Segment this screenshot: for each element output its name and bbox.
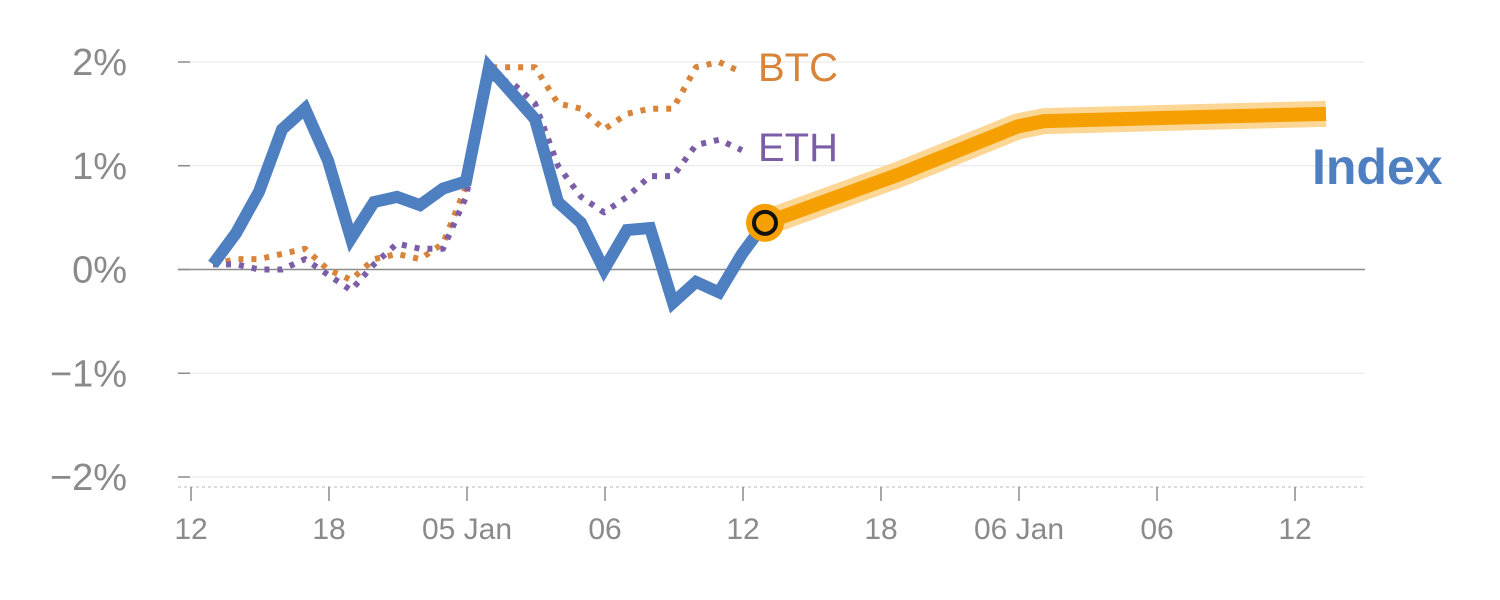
x-tick-label: 12 — [726, 513, 759, 546]
forecast-line — [763, 106, 1327, 230]
x-tick-label: 06 — [1140, 513, 1173, 546]
index-series-label: Index — [1312, 139, 1443, 195]
series-lines — [208, 54, 770, 314]
index-line — [208, 54, 770, 314]
x-tick-label: 12 — [174, 513, 207, 546]
y-axis: 2% 1% 0% −1% −2% — [50, 42, 190, 499]
y-tick-label: 2% — [72, 42, 127, 84]
series-labels: BTC ETH Index — [758, 46, 1443, 195]
forecast-band — [746, 100, 1327, 242]
x-tick-label: 05 Jan — [422, 513, 512, 546]
grid-lines — [178, 61, 1365, 478]
x-tick-label: 18 — [864, 513, 897, 546]
forecast-start-marker — [752, 209, 778, 236]
y-tick-label: −2% — [50, 457, 127, 499]
y-tick-label: −1% — [50, 353, 127, 395]
x-tick-label: 06 Jan — [974, 513, 1064, 546]
forecast-band-outer — [761, 100, 1327, 236]
x-tick-label: 18 — [312, 513, 345, 546]
x-tick-label: 12 — [1278, 513, 1311, 546]
y-tick-label: 0% — [72, 250, 127, 292]
y-tick-label: 1% — [72, 146, 127, 188]
x-tick-label: 06 — [588, 513, 621, 546]
x-axis: 12 18 05 Jan 06 12 18 06 Jan 06 12 — [174, 486, 1365, 546]
btc-series-label: BTC — [758, 46, 838, 90]
eth-series-label: ETH — [758, 126, 838, 170]
